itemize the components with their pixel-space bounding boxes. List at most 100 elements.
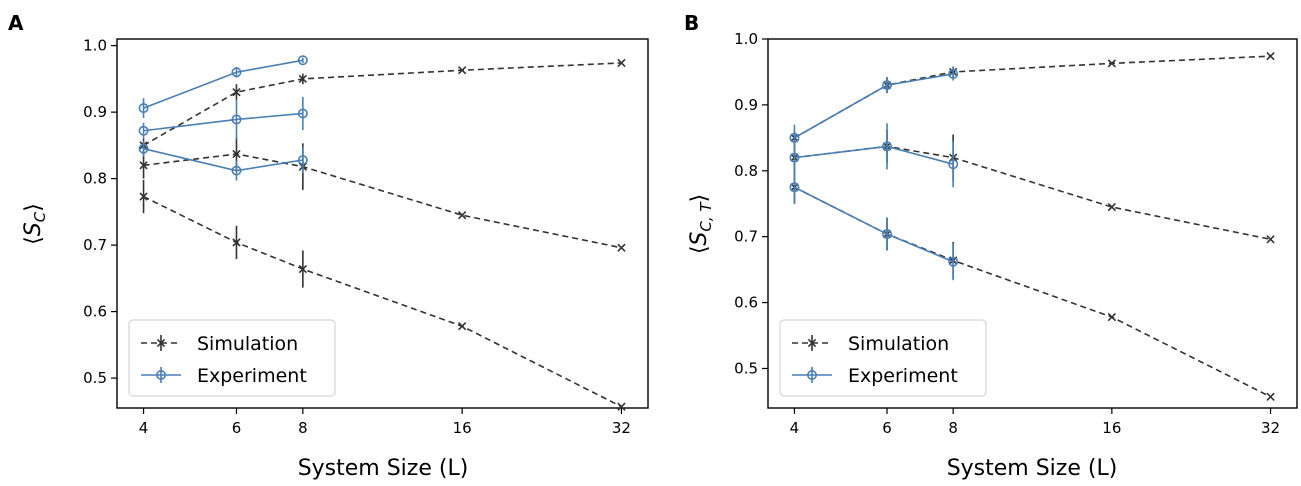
data-point	[297, 108, 308, 119]
panel-a: A 0.5 0.6 0.7 0.8 0.9 1.0 4 6 8 16 32 System Size (L…	[8, 11, 649, 481]
panel-letter: B	[684, 11, 699, 35]
legend-label: Experiment	[197, 365, 307, 387]
series-simulation-2	[139, 179, 626, 411]
x-tick-label: 4	[139, 419, 149, 437]
series-experiment-3	[789, 67, 959, 152]
x-tick-label: 16	[453, 419, 472, 437]
data-point	[1107, 59, 1117, 68]
y-tick-label: 0.9	[734, 96, 758, 114]
panel-letter: A	[8, 11, 24, 35]
data-point	[1266, 235, 1275, 244]
x-tick-label: 6	[232, 419, 242, 437]
data-point	[297, 155, 308, 166]
series-line	[794, 145, 1271, 241]
x-tick-label: 8	[298, 419, 308, 437]
legend-label: Experiment	[848, 365, 958, 387]
data-point	[1266, 51, 1275, 61]
data-point	[882, 80, 893, 91]
data-point	[231, 67, 242, 78]
data-point	[789, 182, 800, 193]
x-tick-label: 32	[612, 419, 631, 437]
x-axis-label: System Size (L)	[298, 456, 469, 481]
y-tick-label: 1.0	[83, 37, 107, 55]
plot-frame	[116, 38, 649, 409]
y-tick-label: 0.6	[83, 303, 107, 321]
legend: Simulation Experiment	[779, 319, 987, 397]
series-experiment-4	[789, 123, 959, 188]
data-point	[617, 58, 626, 68]
plot-frame	[767, 38, 1298, 409]
legend-marker	[807, 338, 817, 348]
data-point	[231, 165, 242, 176]
legend-label: Simulation	[848, 333, 949, 355]
legend-marker	[806, 369, 817, 380]
y-tick-label: 0.7	[734, 228, 758, 246]
series-line	[143, 112, 303, 132]
series-line	[794, 186, 954, 263]
legend-item-simulation: Simulation	[141, 333, 298, 355]
data-point	[882, 229, 893, 240]
legend-marker	[156, 338, 166, 348]
legend-item-experiment: Experiment	[141, 365, 307, 387]
data-point	[789, 132, 800, 143]
data-point	[457, 211, 467, 220]
y-axis-label: ⟨SC⟩	[21, 203, 49, 245]
series-simulation-0	[139, 58, 626, 153]
y-tick-label: 1.0	[734, 30, 758, 48]
legend-box	[779, 319, 987, 397]
legend-label: Simulation	[197, 333, 298, 355]
data-point	[139, 192, 148, 201]
series-experiment-3	[138, 55, 308, 119]
legend-item-simulation: Simulation	[792, 333, 949, 355]
series-line	[143, 147, 303, 172]
x-tick-label: 8	[948, 419, 958, 437]
y-tick-label: 0.8	[83, 170, 107, 188]
legend-item-experiment: Experiment	[792, 365, 958, 387]
data-point	[948, 68, 959, 79]
data-point	[789, 152, 800, 163]
series-experiment-4	[138, 96, 308, 140]
data-point	[457, 66, 467, 75]
data-point	[1107, 202, 1117, 212]
data-point	[948, 256, 959, 267]
data-point	[232, 238, 241, 247]
legend-box	[128, 319, 336, 397]
data-point	[457, 322, 467, 331]
y-tick-label: 0.7	[83, 236, 107, 254]
series-experiment-5	[789, 170, 959, 281]
data-point	[232, 88, 241, 97]
series-line	[794, 73, 954, 139]
legend: Simulation Experiment	[128, 319, 336, 397]
data-point	[617, 243, 626, 252]
series-line	[143, 62, 622, 147]
y-tick-label: 0.8	[734, 162, 758, 180]
data-point	[232, 149, 241, 159]
x-tick-label: 4	[790, 419, 800, 437]
panel-b: B 0.5 0.6 0.7 0.8 0.9 1.0 4 6 8 16 32 System Size (L…	[684, 11, 1298, 481]
data-point	[138, 103, 149, 114]
y-tick-label: 0.5	[83, 369, 107, 387]
x-tick-label: 16	[1102, 419, 1121, 437]
data-point	[297, 55, 308, 66]
series-simulation-1	[790, 129, 1275, 244]
series-simulation-1	[139, 137, 626, 252]
data-point	[882, 141, 893, 152]
data-point	[138, 143, 149, 154]
series-line	[143, 153, 622, 249]
data-point	[1107, 312, 1117, 322]
data-point	[139, 161, 148, 170]
data-point	[298, 264, 308, 274]
series-experiment-5	[138, 140, 308, 181]
data-point	[948, 159, 959, 170]
data-point	[231, 114, 242, 125]
series-line	[794, 145, 954, 165]
y-tick-label: 0.6	[734, 294, 758, 312]
y-axis-label: ⟨SC, T⟩	[687, 194, 715, 254]
data-point	[1266, 392, 1275, 401]
legend-marker	[156, 369, 167, 380]
x-axis-label: System Size (L)	[947, 456, 1118, 481]
x-tick-label: 6	[882, 419, 892, 437]
x-tick-label: 32	[1261, 419, 1280, 437]
y-tick-label: 0.5	[734, 359, 758, 377]
